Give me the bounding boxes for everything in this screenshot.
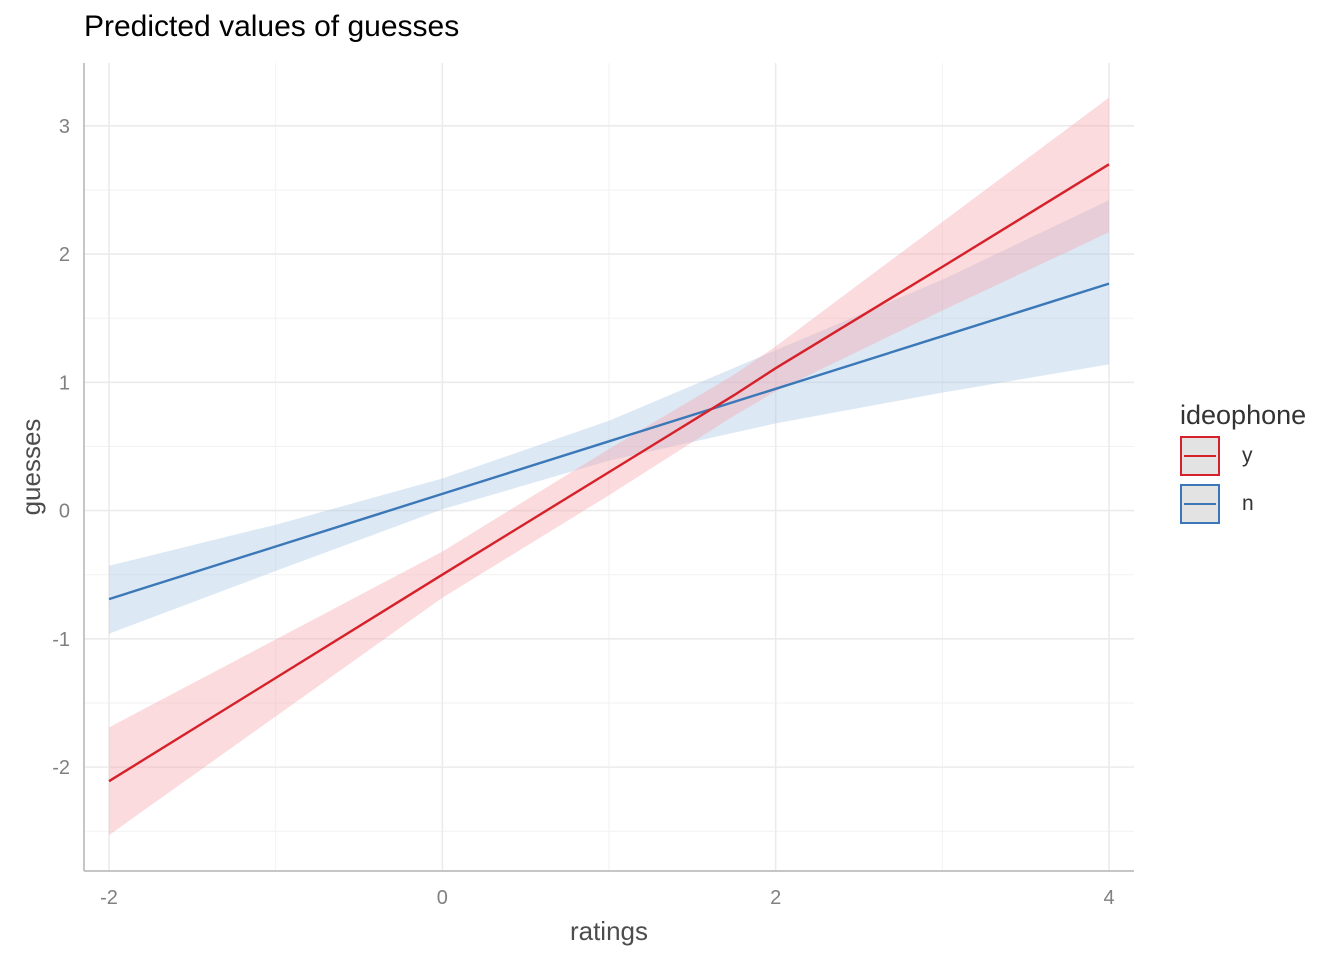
minor-gridlines (84, 63, 1134, 871)
x-axis-label: ratings (570, 916, 648, 946)
legend-key-n (1180, 484, 1220, 524)
legend: ideophone y n (1180, 400, 1306, 527)
confidence-band-n (109, 200, 1109, 634)
y-tick-label: -1 (52, 629, 70, 651)
major-gridlines (84, 63, 1134, 871)
x-tick-label: 0 (437, 887, 448, 909)
confidence-band-y (109, 97, 1109, 836)
confidence-bands (109, 97, 1109, 836)
x-tick-label: 4 (1103, 887, 1114, 909)
y-tick-label: 1 (59, 372, 70, 394)
y-tick-label: -2 (52, 757, 70, 779)
legend-label-n: n (1242, 492, 1254, 515)
series-line-y (108, 163, 1110, 783)
x-tick-labels: -2 0 2 4 (100, 887, 1114, 909)
legend-title: ideophone (1180, 400, 1307, 430)
x-tick-label: 2 (770, 887, 781, 909)
y-axis-label: guesses (16, 419, 46, 516)
x-tick-label: -2 (100, 887, 118, 909)
y-tick-label: 3 (59, 116, 70, 138)
legend-key-y (1180, 436, 1220, 476)
legend-item-n: n (1180, 481, 1306, 527)
series-lines (108, 163, 1110, 783)
series-line-n (108, 282, 1110, 601)
chart-title: Predicted values of guesses (84, 10, 460, 43)
legend-item-y: y (1180, 433, 1306, 479)
legend-label-y: y (1242, 444, 1253, 467)
legend-line-n (1184, 503, 1216, 505)
legend-line-y (1184, 455, 1216, 457)
y-tick-labels: -2 -1 0 1 2 3 (52, 116, 70, 779)
y-tick-label: 0 (59, 501, 70, 523)
y-tick-label: 2 (59, 244, 70, 266)
